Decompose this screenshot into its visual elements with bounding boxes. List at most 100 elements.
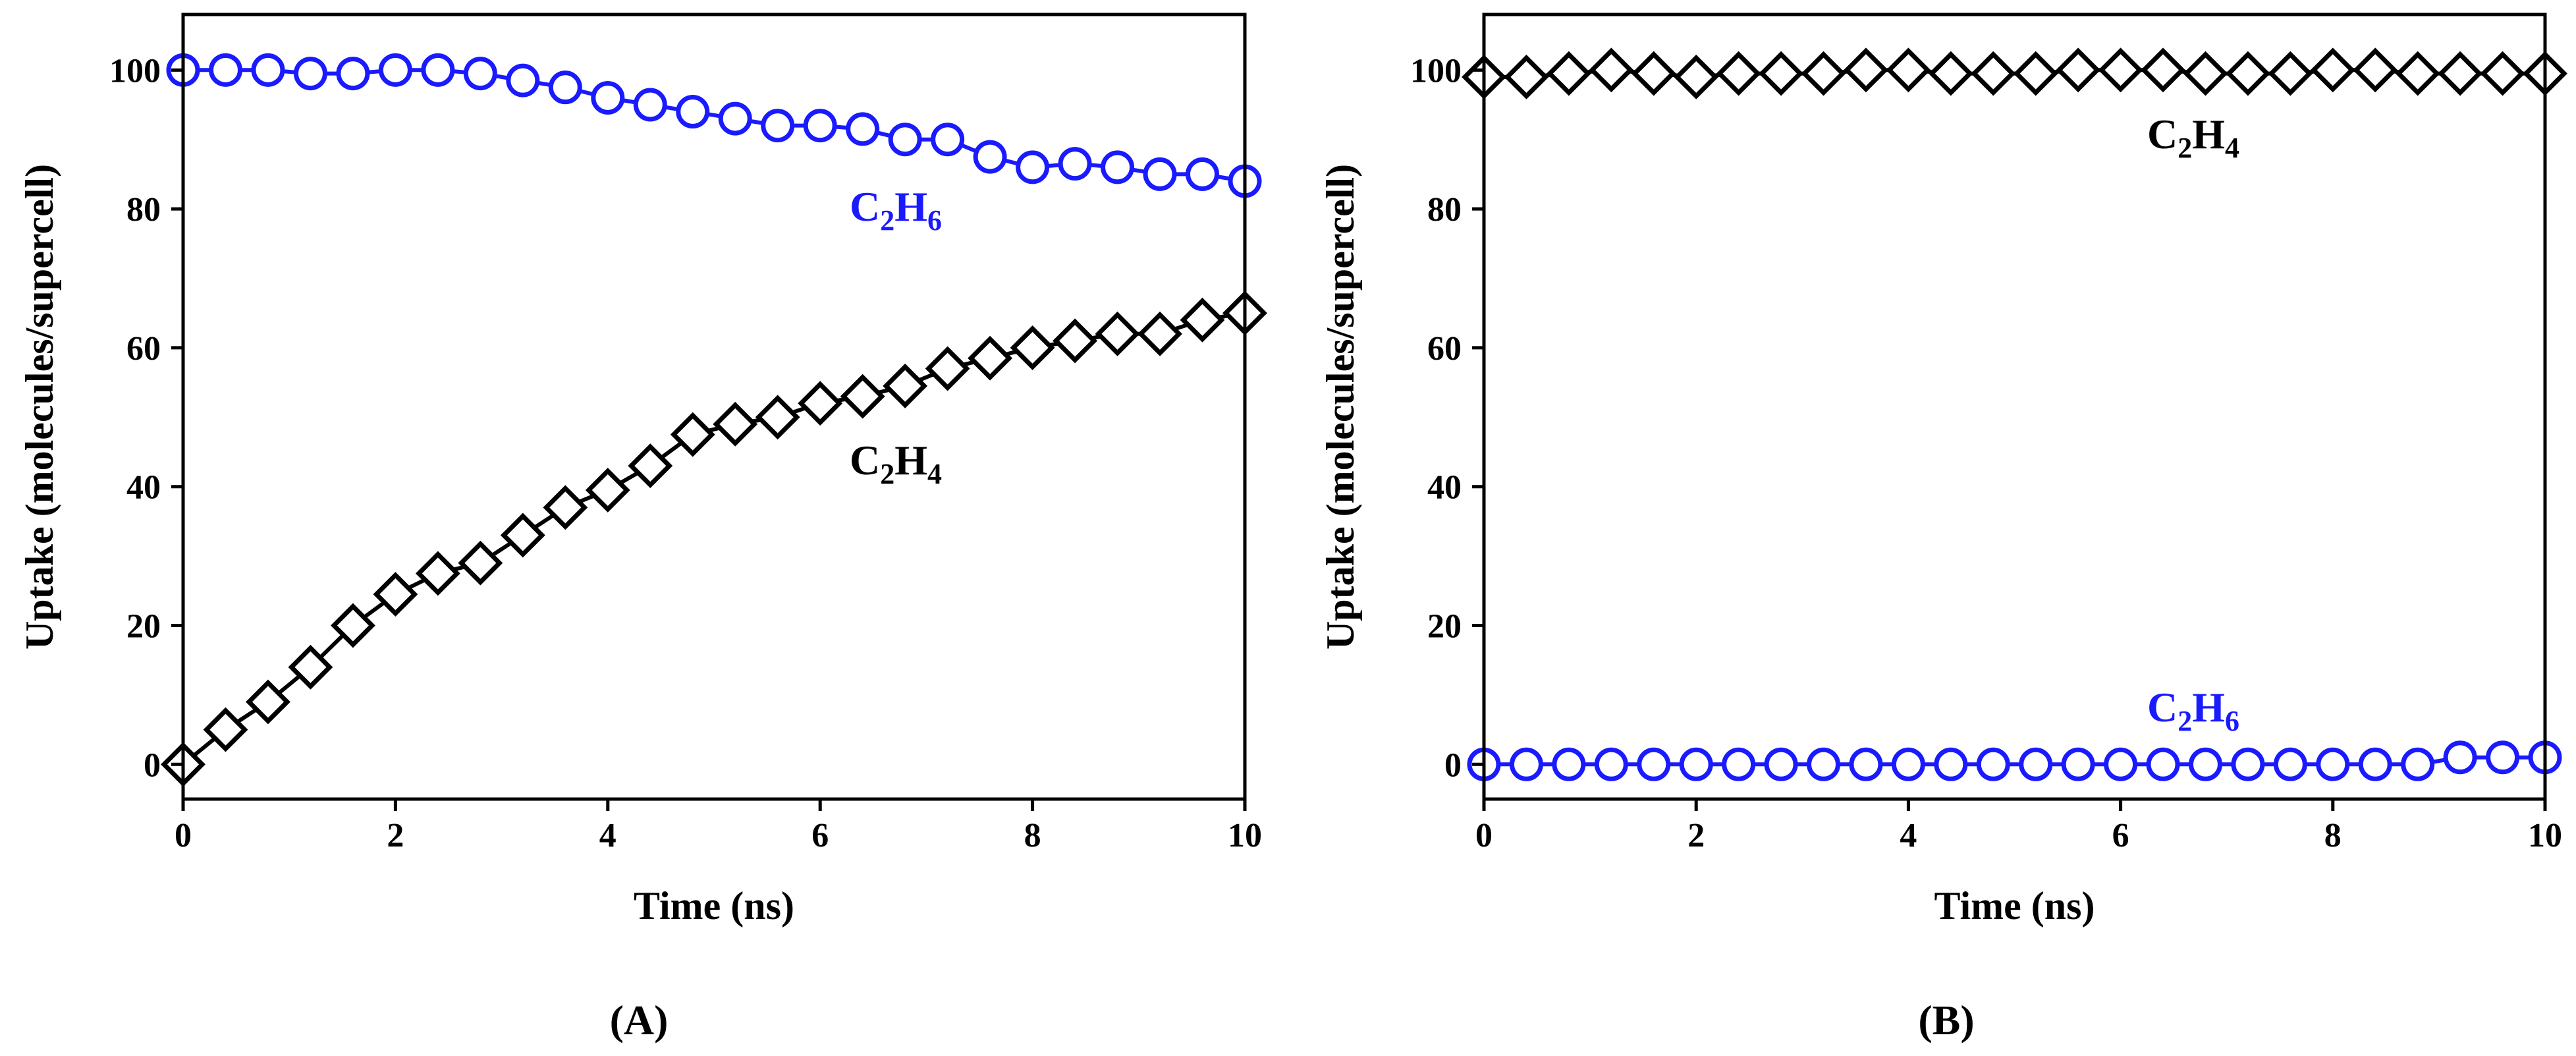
data-point: [1101, 150, 1135, 184]
series-c2h4: [1462, 47, 2567, 99]
data-point: [1722, 747, 1756, 781]
x-tick-label: 6: [811, 817, 829, 854]
plot-frame: [1482, 13, 2547, 801]
x-tick-label: 4: [1900, 817, 1917, 854]
data-point: [2231, 747, 2265, 781]
data-point: [925, 346, 970, 391]
series-label: C2H4: [850, 437, 942, 490]
data-point: [373, 572, 418, 617]
series-c2h6: [1467, 740, 2562, 781]
x-tick-label: 8: [1024, 817, 1041, 854]
data-point: [1807, 747, 1841, 781]
data-point: [2104, 747, 2138, 781]
data-point: [1546, 51, 1591, 96]
data-point: [2353, 47, 2398, 93]
data-point: [330, 603, 375, 648]
data-point: [336, 57, 370, 91]
data-point: [2268, 51, 2313, 96]
data-point: [2310, 47, 2355, 93]
data-point: [1716, 51, 1761, 96]
x-tick-label: 10: [1228, 817, 1262, 854]
y-tick-label: 0: [144, 746, 161, 784]
data-point: [1095, 311, 1140, 356]
data-point: [1058, 147, 1092, 181]
x-tick-label: 0: [175, 817, 192, 854]
data-point: [1886, 47, 1931, 93]
data-point: [1849, 747, 1883, 781]
data-point: [2316, 747, 2350, 781]
series-label: C2H6: [850, 183, 942, 236]
data-point: [2013, 51, 2058, 96]
y-tick-label: 100: [109, 52, 161, 90]
data-point: [2056, 47, 2101, 93]
data-point: [713, 401, 758, 447]
data-point: [2188, 747, 2222, 781]
data-point: [968, 335, 1013, 381]
data-point: [1934, 747, 1968, 781]
data-point: [628, 443, 673, 489]
data-point: [1509, 747, 1543, 781]
data-point: [1759, 51, 1804, 96]
y-tick-label: 40: [1427, 469, 1462, 507]
data-point: [1631, 51, 1676, 96]
data-point: [378, 53, 412, 87]
y-tick-label: 40: [126, 469, 161, 507]
data-point: [2098, 47, 2143, 93]
plot-frame: [181, 13, 1247, 801]
data-point: [846, 112, 880, 146]
y-tick-label: 80: [1427, 191, 1462, 229]
data-point: [888, 123, 922, 157]
data-point: [543, 485, 588, 530]
data-point: [1186, 157, 1220, 191]
y-axis-title: Uptake (molecules/supercell): [18, 164, 61, 650]
y-tick-label: 100: [1410, 52, 1462, 90]
data-point: [2480, 51, 2525, 96]
data-point: [2401, 747, 2435, 781]
panel-label: (B): [1918, 997, 1974, 1043]
data-point: [251, 53, 285, 87]
data-point: [1891, 747, 1925, 781]
x-tick-label: 2: [1687, 817, 1705, 854]
panel-label: (A): [610, 997, 669, 1043]
y-tick-label: 60: [1427, 330, 1462, 368]
data-point: [415, 551, 460, 596]
data-point: [500, 513, 545, 558]
data-point: [246, 679, 290, 725]
data-point: [755, 395, 800, 440]
y-tick-label: 0: [1444, 746, 1462, 784]
data-point: [761, 109, 795, 143]
data-point: [1801, 51, 1846, 96]
y-axis-title: Uptake (molecules/supercell): [1319, 164, 1362, 650]
data-point: [2183, 51, 2228, 96]
data-point: [2146, 747, 2180, 781]
data-point: [2395, 51, 2440, 96]
x-axis-title: Time (ns): [634, 884, 794, 928]
series-c2h6: [166, 53, 1262, 198]
data-point: [421, 53, 455, 87]
data-point: [1928, 51, 1973, 96]
data-point: [463, 57, 497, 91]
data-point: [2141, 47, 2185, 93]
data-point: [676, 95, 710, 129]
data-point: [670, 412, 715, 457]
data-point: [718, 101, 752, 136]
data-point: [2358, 747, 2392, 781]
data-point: [1016, 150, 1050, 184]
x-axis-title: Time (ns): [1934, 884, 2095, 928]
data-point: [1971, 51, 2016, 96]
x-tick-label: 8: [2324, 817, 2342, 854]
data-point: [591, 80, 625, 115]
data-point: [1674, 54, 1719, 99]
y-tick-label: 60: [126, 330, 161, 368]
data-point: [2486, 740, 2520, 775]
data-point: [973, 140, 1007, 174]
data-point: [1589, 47, 1634, 93]
data-point: [1053, 318, 1098, 364]
series-c2h4: [161, 291, 1267, 787]
data-point: [2443, 740, 2477, 775]
series-line: [182, 311, 1246, 766]
